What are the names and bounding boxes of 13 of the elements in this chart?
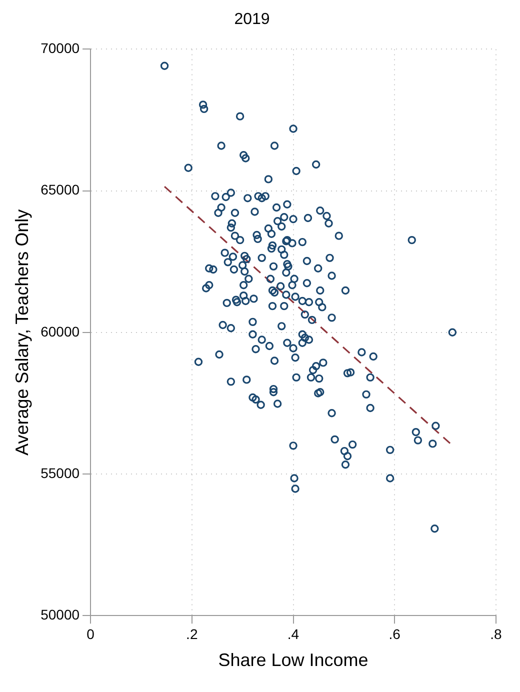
x-tick-label: 0 [86,626,95,642]
y-tick-label: 55000 [40,464,80,481]
y-tick-label: 60000 [40,323,80,340]
y-tick-label: 70000 [40,40,80,56]
chart-title: 2019 [234,11,270,28]
x-tick-label: .2 [186,626,198,642]
x-tick-label: .6 [388,626,401,642]
y-tick-label: 50000 [40,606,80,622]
y-tick-label: 65000 [40,182,80,198]
y-axis-title: Average Salary, Teachers Only [12,209,32,456]
x-tick-label: .4 [287,626,300,642]
x-axis-title: Share Low Income [218,650,368,670]
x-tick-label: .8 [490,626,502,642]
